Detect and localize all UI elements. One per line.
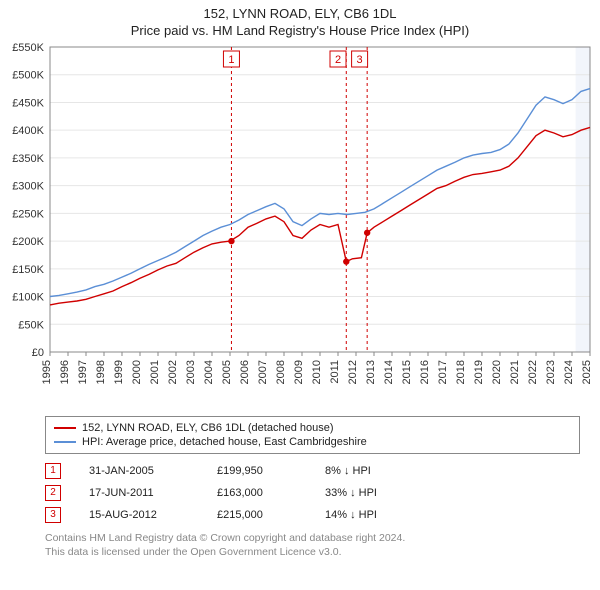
legend-swatch xyxy=(54,427,76,429)
svg-text:2000: 2000 xyxy=(131,360,143,384)
svg-text:£400K: £400K xyxy=(12,125,44,137)
svg-text:£250K: £250K xyxy=(12,208,44,220)
svg-text:2021: 2021 xyxy=(509,360,521,384)
marker-number-box: 2 xyxy=(45,485,61,501)
svg-text:2001: 2001 xyxy=(149,360,161,384)
marker-delta: 8% ↓ HPI xyxy=(325,465,425,477)
svg-text:2025: 2025 xyxy=(581,360,593,384)
svg-text:£500K: £500K xyxy=(12,70,44,82)
chart-subtitle: Price paid vs. HM Land Registry's House … xyxy=(0,21,600,42)
marker-delta: 33% ↓ HPI xyxy=(325,487,425,499)
marker-number-box: 1 xyxy=(45,463,61,479)
legend-swatch xyxy=(54,441,76,443)
svg-text:£50K: £50K xyxy=(18,319,44,331)
svg-text:2008: 2008 xyxy=(275,360,287,384)
svg-text:2014: 2014 xyxy=(383,360,395,384)
svg-text:2022: 2022 xyxy=(527,360,539,384)
marker-number-box: 3 xyxy=(45,507,61,523)
svg-text:2019: 2019 xyxy=(473,360,485,384)
marker-delta: 14% ↓ HPI xyxy=(325,509,425,521)
marker-date: 17-JUN-2011 xyxy=(89,487,189,499)
marker-row: 2 17-JUN-2011 £163,000 33% ↓ HPI xyxy=(45,482,580,504)
marker-row: 1 31-JAN-2005 £199,950 8% ↓ HPI xyxy=(45,460,580,482)
sale-point xyxy=(364,230,370,236)
marker-price: £199,950 xyxy=(217,465,297,477)
svg-text:£450K: £450K xyxy=(12,97,44,109)
svg-text:1999: 1999 xyxy=(113,360,125,384)
svg-text:£0: £0 xyxy=(32,347,44,359)
svg-text:£300K: £300K xyxy=(12,181,44,193)
svg-text:2023: 2023 xyxy=(545,360,557,384)
sale-point xyxy=(228,238,234,244)
marker-date: 31-JAN-2005 xyxy=(89,465,189,477)
legend-item: 152, LYNN ROAD, ELY, CB6 1DL (detached h… xyxy=(54,421,571,435)
legend-label: HPI: Average price, detached house, East… xyxy=(82,436,367,448)
marker-price: £163,000 xyxy=(217,487,297,499)
svg-text:2006: 2006 xyxy=(239,360,251,384)
marker-table: 1 31-JAN-2005 £199,950 8% ↓ HPI 2 17-JUN-2011… xyxy=(45,460,580,526)
sale-point xyxy=(343,258,349,264)
footer-line: Contains HM Land Registry data © Crown c… xyxy=(45,532,580,546)
footer-line: This data is licensed under the Open Gov… xyxy=(45,546,580,560)
svg-text:£550K: £550K xyxy=(12,42,44,54)
svg-text:£350K: £350K xyxy=(12,153,44,165)
svg-text:1: 1 xyxy=(228,54,234,66)
svg-text:2004: 2004 xyxy=(203,360,215,384)
legend-label: 152, LYNN ROAD, ELY, CB6 1DL (detached h… xyxy=(82,422,334,434)
svg-text:3: 3 xyxy=(357,54,363,66)
chart-plot: £0 £50K £100K £150K £200K £250K £300K £350K £400… xyxy=(0,42,600,412)
svg-text:£150K: £150K xyxy=(12,264,44,276)
svg-text:2012: 2012 xyxy=(347,360,359,384)
svg-text:1997: 1997 xyxy=(77,360,89,384)
svg-text:2020: 2020 xyxy=(491,360,503,384)
svg-text:2015: 2015 xyxy=(401,360,413,384)
svg-text:1995: 1995 xyxy=(41,360,53,384)
svg-text:2010: 2010 xyxy=(311,360,323,384)
svg-text:2011: 2011 xyxy=(329,360,341,384)
svg-text:2005: 2005 xyxy=(221,360,233,384)
svg-text:2007: 2007 xyxy=(257,360,269,384)
svg-text:£100K: £100K xyxy=(12,292,44,304)
legend-item: HPI: Average price, detached house, East… xyxy=(54,435,571,449)
svg-text:£200K: £200K xyxy=(12,236,44,248)
svg-text:2016: 2016 xyxy=(419,360,431,384)
svg-text:2018: 2018 xyxy=(455,360,467,384)
svg-text:1996: 1996 xyxy=(59,360,71,384)
svg-text:2024: 2024 xyxy=(563,360,575,384)
footer-attribution: Contains HM Land Registry data © Crown c… xyxy=(45,532,580,559)
svg-text:2: 2 xyxy=(335,54,341,66)
svg-text:2009: 2009 xyxy=(293,360,305,384)
svg-text:1998: 1998 xyxy=(95,360,107,384)
marker-date: 15-AUG-2012 xyxy=(89,509,189,521)
svg-text:2003: 2003 xyxy=(185,360,197,384)
marker-row: 3 15-AUG-2012 £215,000 14% ↓ HPI xyxy=(45,504,580,526)
svg-text:2017: 2017 xyxy=(437,360,449,384)
marker-price: £215,000 xyxy=(217,509,297,521)
chart-container: 152, LYNN ROAD, ELY, CB6 1DL Price paid … xyxy=(0,0,600,559)
chart-title: 152, LYNN ROAD, ELY, CB6 1DL xyxy=(0,0,600,21)
svg-text:2013: 2013 xyxy=(365,360,377,384)
legend-box: 152, LYNN ROAD, ELY, CB6 1DL (detached h… xyxy=(45,416,580,454)
svg-text:2002: 2002 xyxy=(167,360,179,384)
